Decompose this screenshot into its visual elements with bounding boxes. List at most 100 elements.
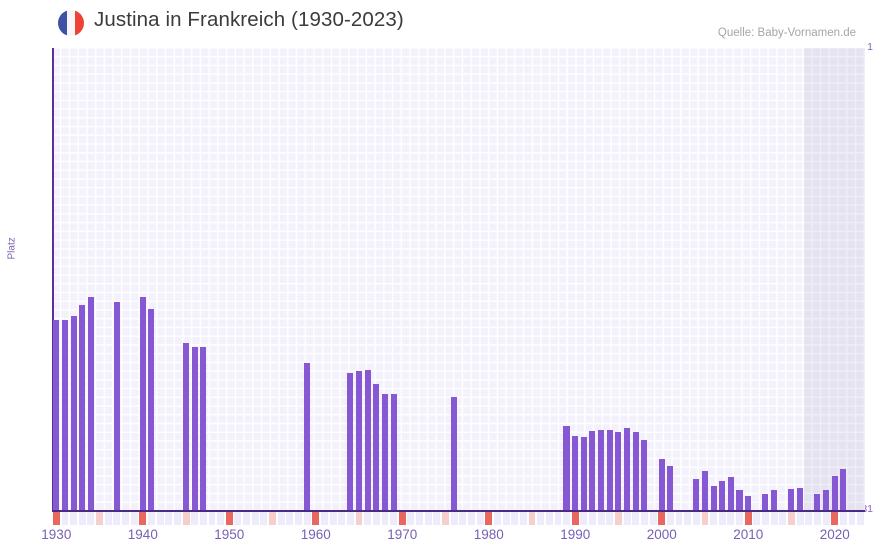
bar[interactable] xyxy=(667,465,674,510)
bar[interactable] xyxy=(797,487,804,510)
y-axis-label: Platz xyxy=(6,237,18,260)
x-tick-cell xyxy=(571,512,579,525)
bar[interactable] xyxy=(719,480,726,510)
bar[interactable] xyxy=(701,470,708,510)
x-tick-cell xyxy=(139,512,147,525)
bar[interactable] xyxy=(355,371,362,510)
x-tick-label: 2010 xyxy=(733,527,764,542)
bar[interactable] xyxy=(451,396,458,510)
bar[interactable] xyxy=(771,489,778,510)
bar[interactable] xyxy=(727,476,734,510)
x-tick-cell xyxy=(450,512,458,525)
bar-series xyxy=(52,48,865,510)
bar[interactable] xyxy=(814,493,821,510)
bar[interactable] xyxy=(615,431,622,510)
x-tick-cell xyxy=(416,512,424,525)
bar[interactable] xyxy=(831,476,838,510)
x-tick-cell xyxy=(320,512,328,525)
x-tick-cell xyxy=(199,512,207,525)
bar[interactable] xyxy=(641,439,648,510)
x-tick-cell xyxy=(208,512,216,525)
x-tick-cell xyxy=(398,512,406,525)
x-tick-cell xyxy=(537,512,545,525)
x-tick-label: 1990 xyxy=(560,527,591,542)
x-tick-label: 2000 xyxy=(646,527,677,542)
bar[interactable] xyxy=(87,297,94,510)
bar[interactable] xyxy=(598,429,605,510)
bar[interactable] xyxy=(840,469,847,510)
x-tick-cell xyxy=(511,512,519,525)
x-tick-cell xyxy=(338,512,346,525)
flag-stripe-red xyxy=(75,10,84,36)
x-tick-cell xyxy=(718,512,726,525)
x-tick-cell xyxy=(493,512,501,525)
bar[interactable] xyxy=(70,315,77,510)
x-tick-cell xyxy=(269,512,276,525)
x-tick-cell xyxy=(589,512,596,525)
x-tick-cell xyxy=(442,512,449,525)
x-tick-cell xyxy=(476,512,484,525)
x-tick-cell xyxy=(615,512,622,525)
bar[interactable] xyxy=(200,346,207,510)
x-tick-cell xyxy=(580,512,588,525)
x-tick-cell xyxy=(390,512,398,525)
bar[interactable] xyxy=(788,488,795,510)
flag-stripe-blue xyxy=(58,10,67,36)
bar[interactable] xyxy=(606,429,613,510)
x-tick-cell xyxy=(277,512,285,525)
bar[interactable] xyxy=(762,493,769,510)
bar[interactable] xyxy=(53,319,60,510)
x-tick-cell xyxy=(286,512,294,525)
bar[interactable] xyxy=(736,489,743,510)
x-tick-cell xyxy=(251,512,259,525)
x-tick-cell xyxy=(364,512,372,525)
bar[interactable] xyxy=(580,436,587,510)
x-tick-cell xyxy=(727,512,735,525)
bar[interactable] xyxy=(182,342,189,510)
x-tick-cell xyxy=(260,512,268,525)
bar[interactable] xyxy=(589,430,596,510)
bar[interactable] xyxy=(390,394,397,510)
bar[interactable] xyxy=(624,428,631,510)
bar[interactable] xyxy=(822,489,829,510)
bar[interactable] xyxy=(632,432,639,510)
bar[interactable] xyxy=(658,458,665,510)
x-tick-cell xyxy=(225,512,233,525)
bar[interactable] xyxy=(79,305,86,510)
x-tick-label: 1930 xyxy=(41,527,72,542)
bar[interactable] xyxy=(191,346,198,510)
x-tick-cell xyxy=(519,512,527,525)
x-tick-strip xyxy=(52,512,865,525)
x-tick-cell xyxy=(182,512,190,525)
x-tick-cell xyxy=(78,512,86,525)
x-tick-cell xyxy=(658,512,666,525)
x-tick-cell xyxy=(779,512,787,525)
bar[interactable] xyxy=(304,363,311,510)
bar[interactable] xyxy=(710,485,717,510)
x-tick-cell xyxy=(675,512,683,525)
x-tick-cell xyxy=(70,512,78,525)
x-tick-cell xyxy=(684,512,692,525)
y-tick-top: 1 xyxy=(867,41,873,53)
x-tick-label: 1950 xyxy=(214,527,245,542)
bar[interactable] xyxy=(563,426,570,510)
plot-area xyxy=(52,48,865,511)
bar[interactable] xyxy=(61,319,68,510)
bar[interactable] xyxy=(693,478,700,510)
x-tick-cell xyxy=(606,512,614,525)
bar[interactable] xyxy=(745,496,752,510)
x-tick-cell xyxy=(839,512,847,525)
x-tick-cell xyxy=(165,512,173,525)
y-axis-line xyxy=(52,48,54,511)
bar[interactable] xyxy=(364,370,371,510)
bar[interactable] xyxy=(139,297,146,510)
x-tick-cell xyxy=(104,512,112,525)
bar[interactable] xyxy=(113,301,120,510)
bar[interactable] xyxy=(148,308,155,510)
bar[interactable] xyxy=(572,435,579,510)
bar[interactable] xyxy=(373,384,380,510)
page-title: Justina in Frankreich (1930-2023) xyxy=(94,8,404,31)
x-tick-cell xyxy=(822,512,830,525)
bar[interactable] xyxy=(381,394,388,510)
bar[interactable] xyxy=(347,372,354,510)
